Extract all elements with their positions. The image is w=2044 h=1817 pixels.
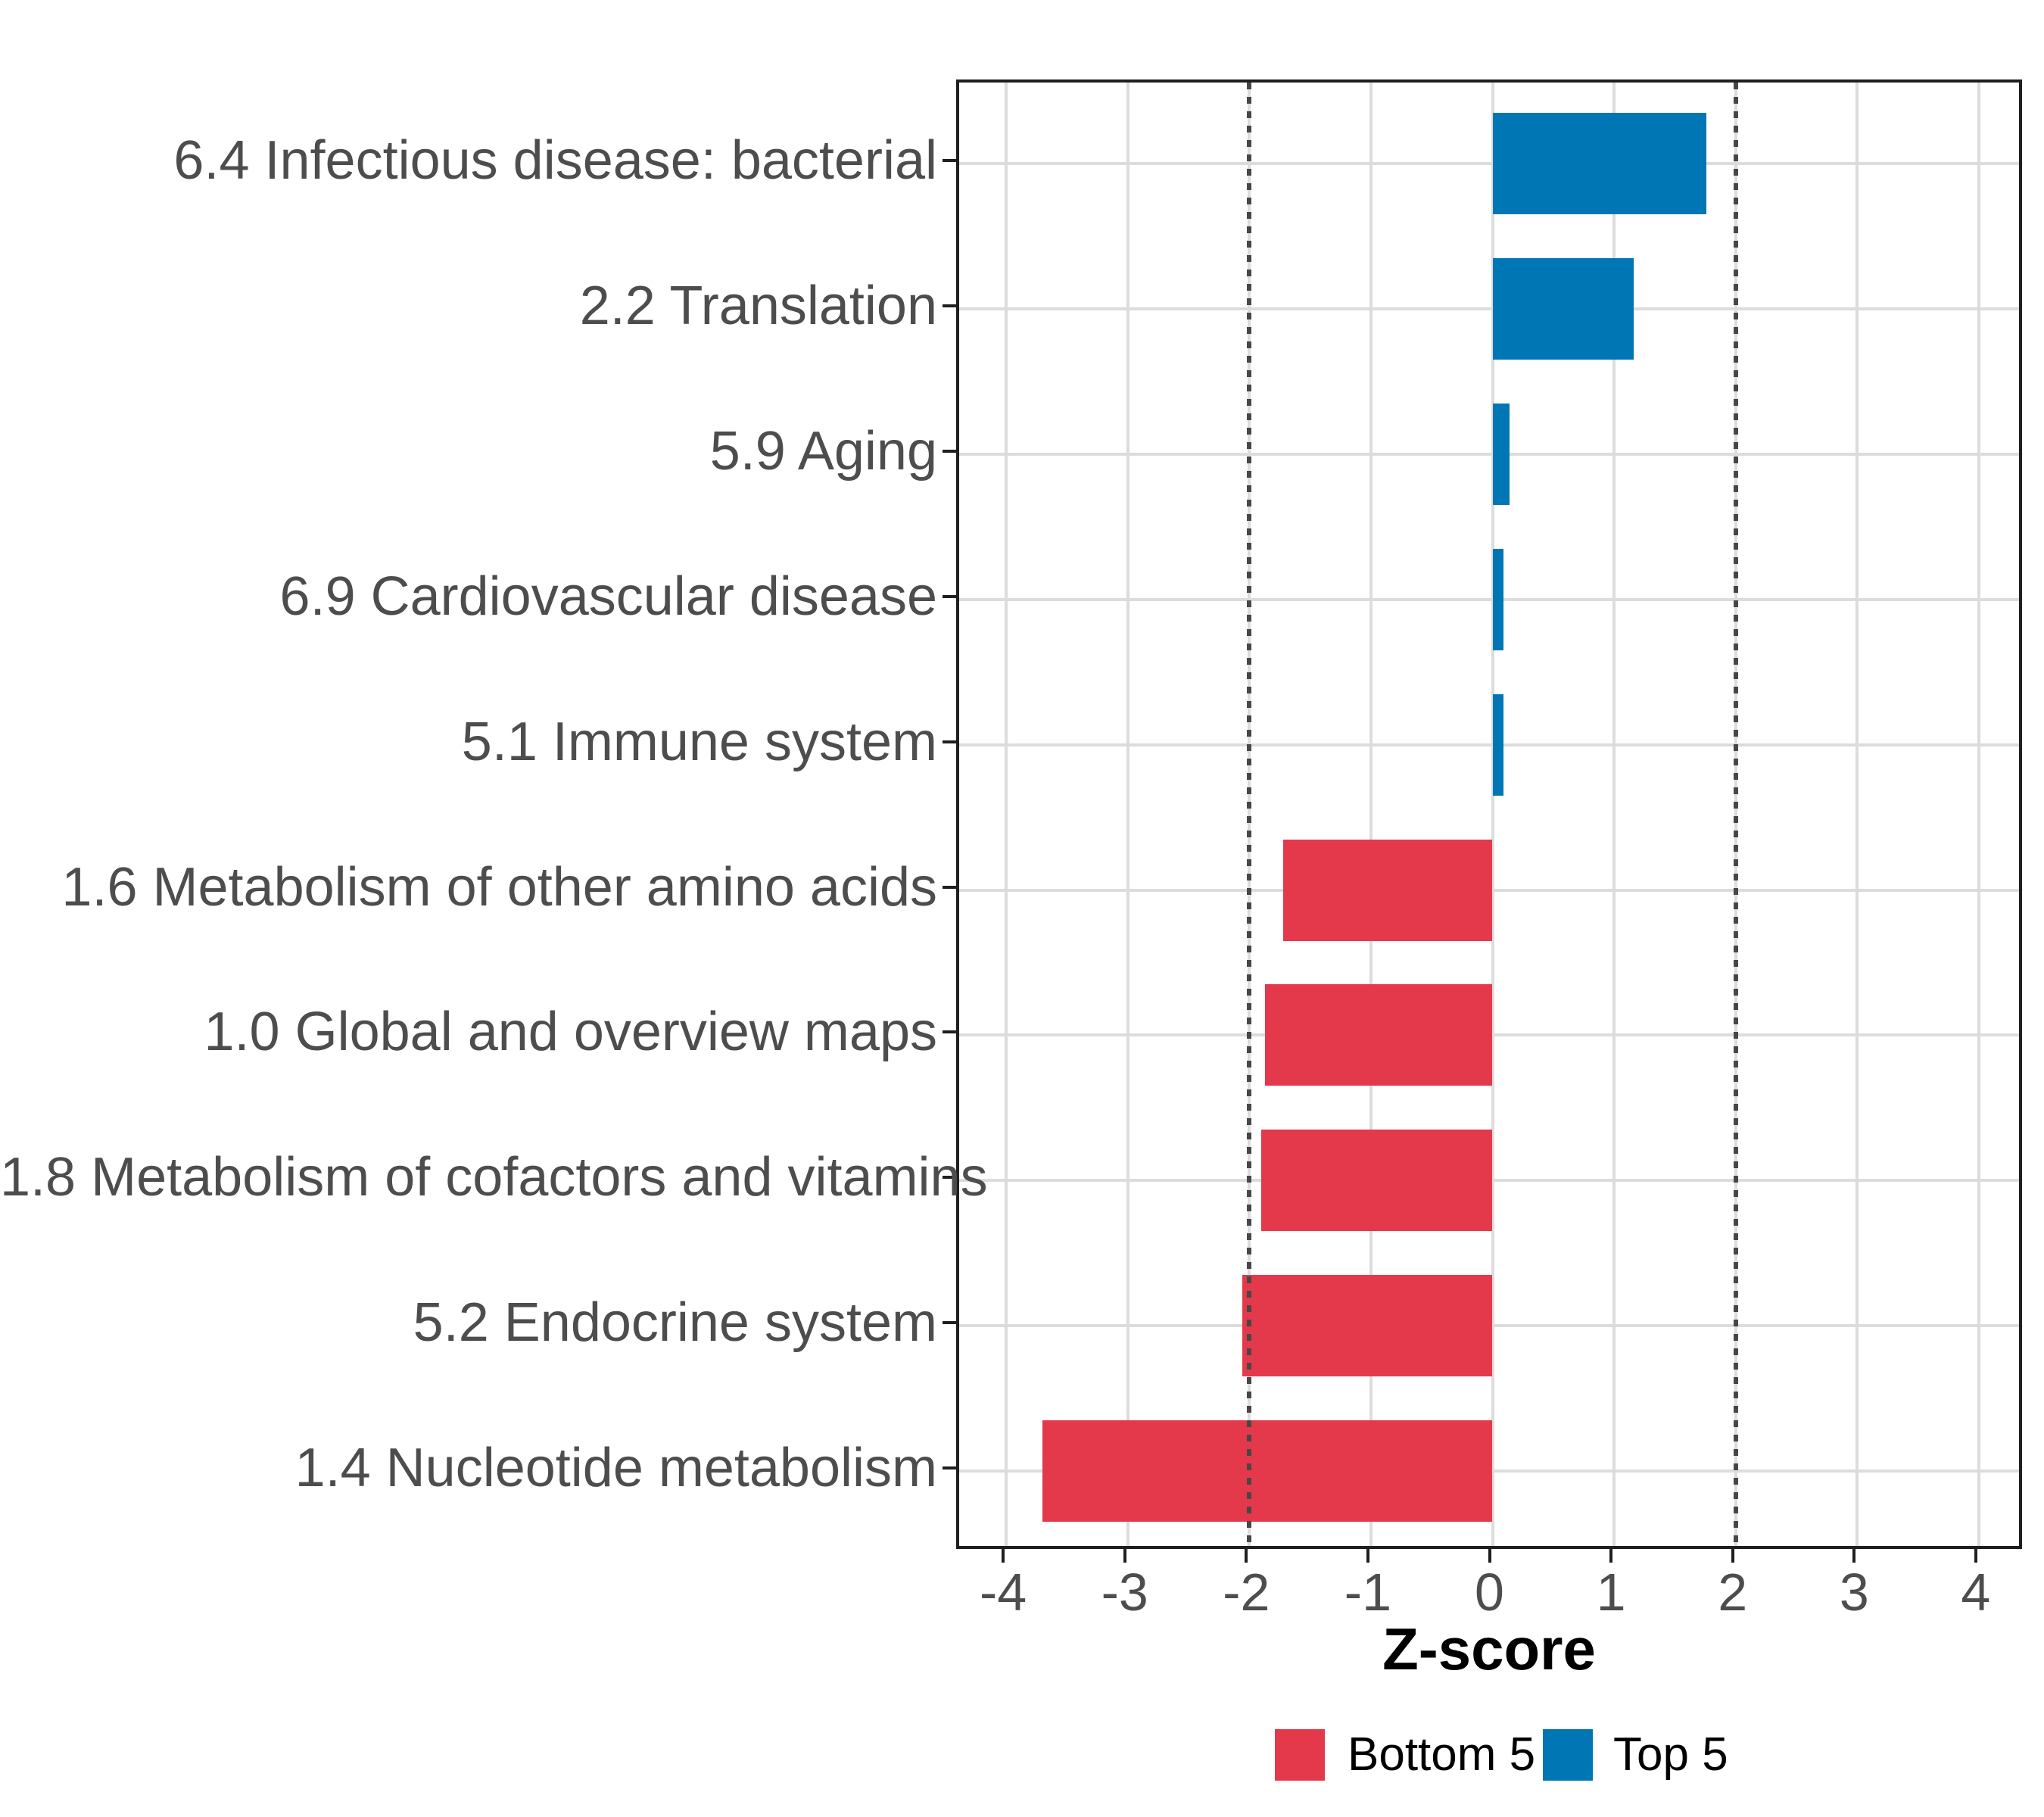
bar: [1261, 1130, 1493, 1232]
y-tick-mark: [943, 594, 956, 598]
y-category-label: 1.6 Metabolism of other amino acids: [61, 856, 937, 918]
bar: [1283, 839, 1493, 941]
y-category-label: 2.2 Translation: [579, 275, 937, 336]
legend-swatch: [1543, 1729, 1593, 1781]
y-tick-mark: [943, 159, 956, 162]
bar: [1492, 693, 1503, 796]
bar: [1492, 548, 1503, 650]
x-gridline: [1612, 83, 1616, 1546]
y-tick-mark: [943, 885, 956, 889]
x-tick-label: 2: [1718, 1563, 1748, 1622]
x-tick-mark: [1123, 1549, 1126, 1563]
y-category-label: 6.9 Cardiovascular disease: [279, 566, 937, 627]
y-gridline: [959, 597, 2019, 601]
x-tick-label: 1: [1596, 1563, 1626, 1622]
x-gridline: [1491, 83, 1494, 1546]
y-category-label: 1.4 Nucleotide metabolism: [294, 1438, 937, 1499]
x-tick-mark: [1366, 1549, 1369, 1563]
legend-label: Bottom 5: [1348, 1728, 1536, 1781]
x-gridline: [1855, 83, 1859, 1546]
x-tick-mark: [1245, 1549, 1248, 1563]
y-gridline: [959, 743, 2019, 746]
bar: [1492, 113, 1707, 214]
x-tick-label: 4: [1961, 1563, 1991, 1622]
x-tick-mark: [1488, 1549, 1491, 1563]
y-category-label: 5.1 Immune system: [461, 711, 937, 772]
x-gridline: [1369, 83, 1373, 1546]
legend-swatch: [1275, 1729, 1325, 1781]
reference-line: [1247, 83, 1252, 1546]
x-gridline: [1005, 83, 1008, 1546]
bar: [1265, 984, 1493, 1086]
x-tick-mark: [1002, 1549, 1005, 1563]
x-gridline: [1977, 83, 1980, 1546]
y-category-label: 1.0 Global and overview maps: [204, 1002, 937, 1063]
y-category-label: 5.9 Aging: [709, 420, 937, 482]
x-tick-mark: [1974, 1549, 1977, 1563]
y-tick-mark: [943, 449, 956, 453]
x-tick-label: -4: [979, 1563, 1027, 1622]
y-gridline: [959, 307, 2019, 310]
x-axis-title: Z-score: [1382, 1616, 1596, 1682]
y-category-label: 6.4 Infectious disease: bacterial: [173, 130, 937, 191]
plot-panel: [956, 79, 2022, 1549]
y-gridline: [959, 452, 2019, 456]
y-tick-mark: [943, 1466, 956, 1470]
x-tick-mark: [1852, 1549, 1856, 1563]
x-tick-label: 3: [1839, 1563, 1869, 1622]
y-tick-mark: [943, 1030, 956, 1034]
x-tick-mark: [1609, 1549, 1613, 1563]
y-tick-mark: [943, 304, 956, 307]
bar: [1242, 1275, 1493, 1377]
legend-label: Top 5: [1613, 1728, 1728, 1781]
x-tick-mark: [1731, 1549, 1734, 1563]
y-tick-mark: [943, 1321, 956, 1325]
x-tick-label: 0: [1475, 1563, 1504, 1622]
reference-line: [1733, 83, 1738, 1546]
y-tick-mark: [943, 1176, 956, 1180]
y-tick-mark: [943, 740, 956, 743]
bar: [1492, 403, 1510, 505]
y-category-label: 1.8 Metabolism of cofactors and vitamins: [0, 1147, 988, 1208]
x-tick-label: -3: [1101, 1563, 1148, 1622]
x-gridline: [1126, 83, 1129, 1546]
x-tick-label: -1: [1344, 1563, 1392, 1622]
bar: [1042, 1420, 1493, 1522]
y-gridline: [959, 162, 2019, 165]
y-category-label: 5.2 Endocrine system: [413, 1292, 937, 1354]
bar: [1492, 257, 1634, 360]
x-tick-label: -2: [1223, 1563, 1270, 1622]
